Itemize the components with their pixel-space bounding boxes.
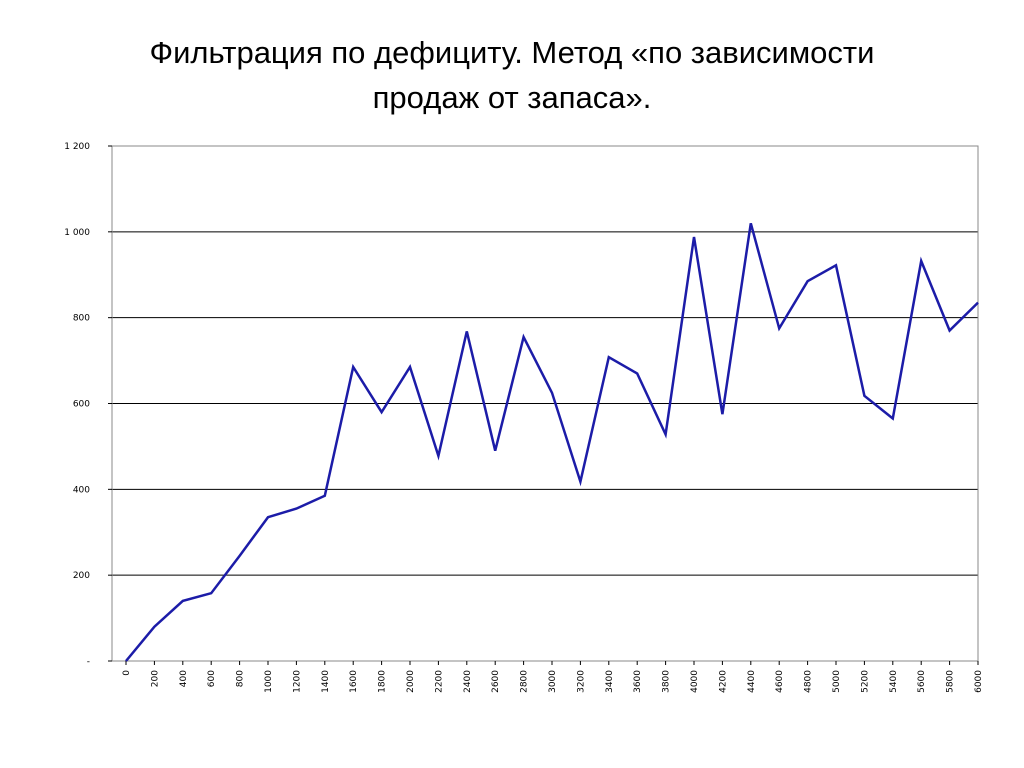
x-tick-label: 5600 [917, 670, 927, 693]
x-tick-label: 1800 [378, 670, 388, 693]
x-tick-label: 3200 [576, 670, 586, 693]
y-tick-label: 600 [73, 400, 90, 410]
x-tick-label: 2000 [406, 670, 416, 693]
x-tick-label: 800 [236, 670, 246, 687]
x-tick-label: 1400 [321, 670, 331, 693]
x-tick-label: 4200 [718, 670, 728, 693]
x-tick-label: 2800 [520, 670, 530, 693]
x-tick-label: 2400 [463, 670, 473, 693]
x-tick-label: 2200 [434, 670, 444, 693]
x-tick-label: 5000 [832, 670, 842, 693]
y-tick-label: 1 200 [64, 142, 90, 152]
series-group [125, 222, 979, 662]
x-tick-label: 3400 [605, 670, 615, 693]
x-tick-label: 4800 [804, 670, 814, 693]
x-tick-label: 600 [207, 670, 217, 687]
series-line [125, 222, 979, 662]
x-tick-label: 1000 [264, 670, 274, 693]
y-tick-label: - [87, 657, 90, 667]
x-tick-label: 400 [179, 670, 189, 687]
x-tick-label: 4600 [775, 670, 785, 693]
x-tick-label: 4000 [690, 670, 700, 693]
x-tick-label: 1200 [292, 670, 302, 693]
y-tick-label: 1 000 [64, 228, 90, 238]
x-tick-label: 1600 [349, 670, 359, 693]
y-tick-label: 200 [73, 571, 90, 581]
y-axis-ticks: - 200 400 600 800 1 000 1 200 [64, 142, 112, 667]
x-tick-label: 3600 [633, 670, 643, 693]
x-tick-label: 3800 [662, 670, 672, 693]
x-tick-label: 0 [122, 670, 132, 676]
x-tick-label: 6000 [974, 670, 984, 693]
x-tick-label: 5400 [889, 670, 899, 693]
x-tick-label: 200 [150, 670, 160, 687]
slide-title: Фильтрация по дефициту. Метод «по зависи… [0, 30, 1024, 120]
y-tick-label: 800 [73, 314, 90, 324]
x-tick-label: 3000 [548, 670, 558, 693]
x-tick-label: 5800 [946, 670, 956, 693]
y-tick-label: 400 [73, 485, 90, 495]
x-tick-label: 4400 [747, 670, 757, 693]
gridlines [112, 231, 978, 576]
x-axis-ticks: 0 200 400 600 800 1000 1200 1400 1600 1800 2000 220… [122, 661, 984, 693]
slide-title-line-1: Фильтрация по дефициту. Метод «по зависи… [149, 35, 875, 70]
x-tick-label: 5200 [860, 670, 870, 693]
x-tick-label: 2600 [491, 670, 501, 693]
slide-title-line-2: продаж от запаса». [372, 80, 652, 115]
